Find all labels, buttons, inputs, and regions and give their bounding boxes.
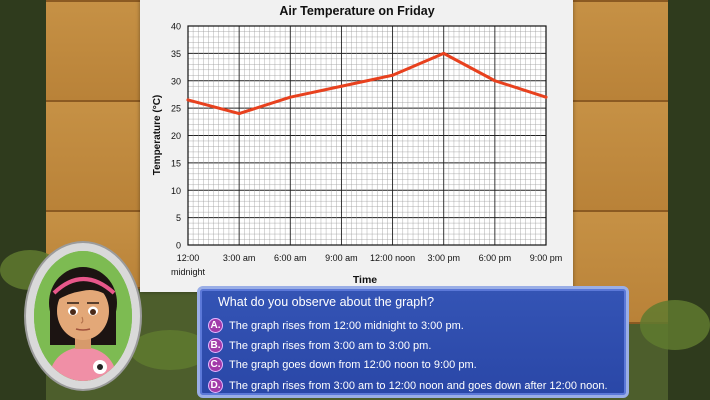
x-tick-label: 6:00 am [274,253,307,263]
chart-paper: Air Temperature on Friday Time Temperatu… [140,0,573,292]
girl-avatar-icon [34,251,132,381]
data-point [237,112,241,116]
temperature-series-line [186,51,548,116]
wood-plank [573,100,668,212]
wood-plank [573,0,668,102]
x-tick-label: 3:00 pm [427,253,460,263]
x-tick-label: 3:00 am [223,253,256,263]
data-point [442,51,446,55]
y-tick-label: 10 [171,186,181,196]
option-letter-badge: A. [208,318,223,333]
option-text: The graph goes down from 12:00 noon to 9… [229,358,477,371]
question-panel: What do you observe about the graph? A. … [197,286,629,398]
answer-option-d[interactable]: D. The graph rises from 3:00 am to 12:00… [208,377,622,394]
chart-grid [187,25,547,246]
y-tick-label: 0 [176,241,181,251]
data-point [186,98,190,102]
option-text: The graph rises from 3:00 am to 12:00 no… [229,379,608,392]
x-tick-label: 6:00 pm [479,253,512,263]
x-tick-label: midnight [171,267,206,277]
chart-axes: 0 5 10 15 20 25 30 35 40 12:00 midnight 3:00 am 6:00… [171,22,562,278]
y-tick-label: 15 [171,158,181,168]
answer-option-a[interactable]: A. The graph rises from 12:00 midnight t… [208,317,622,334]
answer-option-c[interactable]: C. The graph goes down from 12:00 noon t… [208,356,622,373]
data-point [493,79,497,83]
y-tick-label: 5 [176,213,181,223]
x-tick-label: 9:00 am [325,253,358,263]
data-point [339,84,343,88]
chart-series [186,51,548,116]
data-point [288,95,292,99]
y-tick-label: 40 [171,22,181,32]
x-tick-label: 12:00 [177,253,200,263]
y-tick-label: 25 [171,104,181,114]
data-point [544,95,548,99]
bush [130,330,210,370]
x-axis-label: Time [353,274,377,286]
temperature-line-chart: Air Temperature on Friday Time Temperatu… [152,4,562,286]
option-letter-badge: C. [208,357,223,372]
data-point [391,73,395,77]
plot-border [187,25,547,246]
option-text: The graph rises from 3:00 am to 3:00 pm. [229,339,432,352]
y-axis-label: Temperature (°C) [152,95,163,176]
bush [640,300,710,350]
x-tick-label: 12:00 noon [370,253,415,263]
x-tick-label: 9:00 pm [530,253,563,263]
option-letter-badge: D. [208,378,223,393]
y-tick-label: 20 [171,131,181,141]
avatar [24,241,142,391]
option-letter-badge: B. [208,338,223,353]
wood-plank [46,100,140,212]
wood-plank [46,0,140,102]
y-tick-label: 35 [171,49,181,59]
answer-option-b[interactable]: B. The graph rises from 3:00 am to 3:00 … [208,337,622,354]
question-text: What do you observe about the graph? [218,295,435,309]
y-tick-label: 30 [171,76,181,86]
chart-title: Air Temperature on Friday [279,4,434,18]
option-text: The graph rises from 12:00 midnight to 3… [229,319,464,332]
